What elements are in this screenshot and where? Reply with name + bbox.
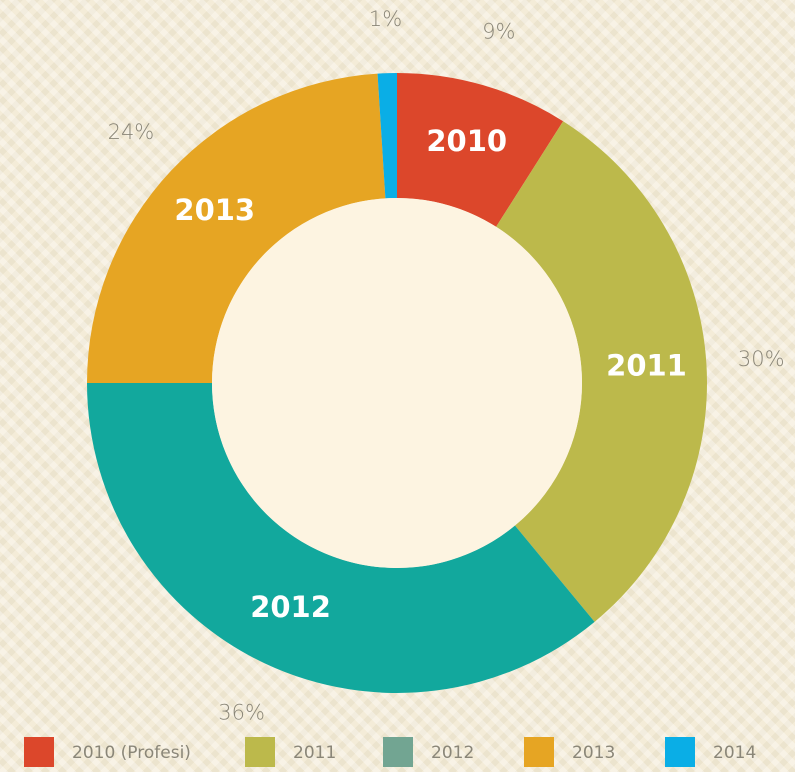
- segment-label: 2013: [174, 193, 255, 227]
- segment-label: 2011: [606, 348, 687, 382]
- donut-slice: [87, 383, 595, 693]
- value-label: 24%: [108, 120, 155, 144]
- value-label: 36%: [218, 700, 265, 724]
- segment-label: 2010: [426, 124, 507, 158]
- value-label: 30%: [738, 347, 785, 371]
- value-label: 9%: [482, 19, 515, 43]
- donut-slice: [397, 73, 564, 227]
- legend-swatch: [665, 737, 695, 767]
- legend-swatch: [24, 737, 54, 767]
- segment-label: 2012: [250, 590, 331, 624]
- donut-slice: [377, 73, 397, 199]
- legend-swatch: [524, 737, 554, 767]
- legend-label: 2011: [293, 743, 336, 763]
- legend-swatch: [245, 737, 275, 767]
- legend-label: 2010 (Profesi): [72, 743, 191, 763]
- legend-swatch: [383, 737, 413, 767]
- value-label: 1%: [369, 7, 402, 31]
- legend-label: 2012: [431, 743, 474, 763]
- legend-label: 2013: [572, 743, 615, 763]
- legend-label: 2014: [713, 743, 756, 763]
- donut-hole: [212, 198, 582, 568]
- donut-slice: [496, 121, 708, 622]
- donut-slice: [87, 73, 386, 383]
